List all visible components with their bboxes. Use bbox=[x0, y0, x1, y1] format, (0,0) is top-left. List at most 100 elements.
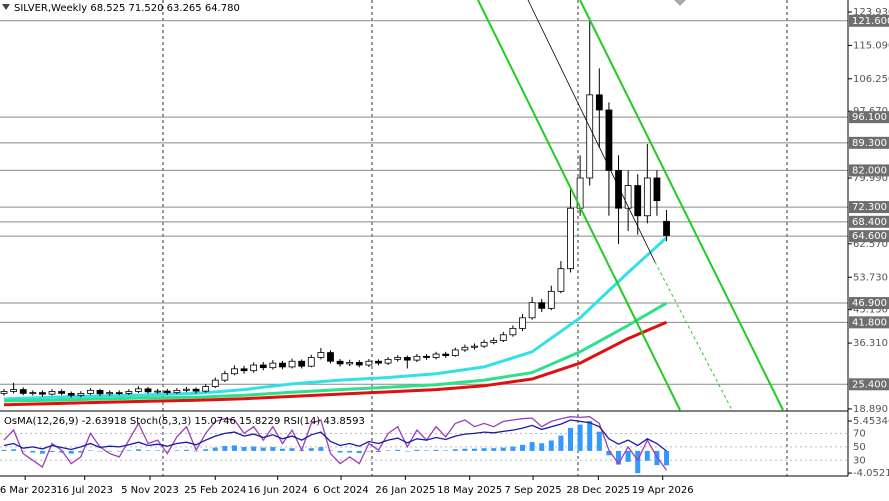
candle-body bbox=[653, 177, 661, 202]
osma-bar bbox=[664, 450, 670, 466]
osma-bar bbox=[577, 424, 583, 451]
osma-bar bbox=[68, 450, 74, 454]
y-tick-label: 53.730 bbox=[853, 272, 888, 283]
candle-body bbox=[307, 357, 315, 367]
moving-average bbox=[3, 320, 668, 407]
candle-body bbox=[413, 355, 421, 361]
osma-bar bbox=[222, 445, 228, 451]
x-tick-label: 16 Jul 2023 bbox=[56, 485, 113, 496]
osma-bar bbox=[1, 449, 7, 451]
candle-body bbox=[327, 352, 334, 362]
level-label: 64.600 bbox=[852, 231, 887, 242]
osma-bar bbox=[78, 450, 84, 453]
y2-tick-label: -4.0521 bbox=[853, 468, 889, 479]
candle-body bbox=[480, 341, 488, 347]
candle-body bbox=[499, 334, 507, 341]
level-label-box bbox=[849, 14, 889, 27]
candle-body bbox=[39, 392, 46, 395]
osma-bar bbox=[433, 449, 439, 451]
title-icon bbox=[2, 4, 10, 10]
osma-bar bbox=[203, 449, 209, 451]
osma-bar bbox=[231, 445, 237, 451]
candle-body bbox=[48, 391, 56, 395]
osma-bar bbox=[49, 450, 55, 452]
osma-bar bbox=[510, 446, 516, 451]
y2-tick-label: 5.45346 bbox=[853, 416, 889, 427]
osma-bar bbox=[414, 449, 420, 451]
osma-bar bbox=[270, 447, 276, 451]
osma-bar bbox=[616, 450, 622, 465]
indicator-line bbox=[3, 419, 667, 452]
level-label: 72.300 bbox=[852, 202, 887, 213]
candle-body bbox=[19, 389, 27, 394]
moving-average bbox=[3, 236, 668, 401]
osma-bar bbox=[97, 450, 103, 452]
level-label-box bbox=[849, 201, 889, 214]
y-tick-label: 123.930 bbox=[853, 7, 889, 18]
x-tick-label: 19 Apr 2026 bbox=[632, 485, 694, 496]
candle-body bbox=[384, 358, 392, 364]
candle-body bbox=[106, 392, 114, 395]
osma-bar bbox=[289, 448, 295, 451]
candle-body bbox=[471, 345, 478, 348]
osma-bar bbox=[183, 449, 189, 451]
candle-body bbox=[490, 340, 498, 343]
osma-bar bbox=[260, 447, 266, 451]
osma-bar bbox=[568, 427, 574, 451]
level-label-box bbox=[849, 136, 889, 149]
level-label-box bbox=[849, 378, 889, 391]
candle-body bbox=[144, 388, 152, 393]
candle-body bbox=[423, 355, 430, 358]
indicator-line bbox=[3, 416, 668, 471]
candle-body bbox=[202, 386, 210, 392]
candle-body bbox=[154, 390, 162, 393]
candle-body bbox=[509, 327, 517, 336]
osma-bar bbox=[212, 447, 218, 451]
candle-body bbox=[317, 352, 325, 358]
osma-bar bbox=[327, 450, 333, 451]
x-tick-label: 25 Feb 2024 bbox=[184, 485, 246, 496]
candle-body bbox=[634, 185, 642, 217]
osma-bar bbox=[11, 449, 17, 451]
osma-bar bbox=[644, 450, 650, 461]
x-tick-label: 26 Jan 2025 bbox=[375, 485, 435, 496]
osma-bar bbox=[107, 450, 113, 452]
candle-body bbox=[163, 390, 171, 394]
osma-bar bbox=[587, 421, 593, 451]
x-tick-label: 6 Oct 2024 bbox=[313, 485, 368, 496]
osma-bar bbox=[596, 431, 602, 451]
candle-body bbox=[451, 349, 459, 356]
osma-bar bbox=[135, 449, 141, 451]
osma-bar bbox=[356, 450, 362, 454]
candle-body bbox=[77, 392, 85, 396]
candle-body bbox=[67, 392, 75, 396]
x-tick-label: 16 Jun 2024 bbox=[248, 485, 308, 496]
y-tick-label: 18.890 bbox=[853, 404, 888, 415]
candle-body bbox=[355, 361, 363, 366]
level-label-box bbox=[849, 297, 889, 310]
candle-body bbox=[173, 389, 181, 394]
osma-bar bbox=[529, 442, 535, 451]
x-tick-label: 7 Sep 2025 bbox=[505, 485, 562, 496]
candle-body bbox=[192, 388, 200, 392]
osma-bar bbox=[635, 450, 641, 474]
trend-line bbox=[527, 0, 656, 263]
level-label-box bbox=[849, 230, 889, 243]
osma-bar bbox=[164, 450, 170, 452]
candle-body bbox=[298, 360, 306, 367]
candle-body bbox=[58, 391, 66, 394]
osma-bar bbox=[20, 450, 26, 452]
y-tick-label: 115.090 bbox=[853, 40, 889, 51]
candle-body bbox=[346, 361, 354, 365]
candle-body bbox=[269, 362, 277, 369]
candle-body bbox=[288, 360, 296, 368]
candle-body bbox=[211, 379, 219, 387]
osma-bar bbox=[251, 446, 257, 451]
osma-bar bbox=[423, 450, 429, 451]
level-label: 96.100 bbox=[852, 112, 887, 123]
osma-bar bbox=[491, 448, 497, 451]
y-tick-label: 106.250 bbox=[853, 74, 889, 85]
osma-bar bbox=[452, 449, 458, 451]
